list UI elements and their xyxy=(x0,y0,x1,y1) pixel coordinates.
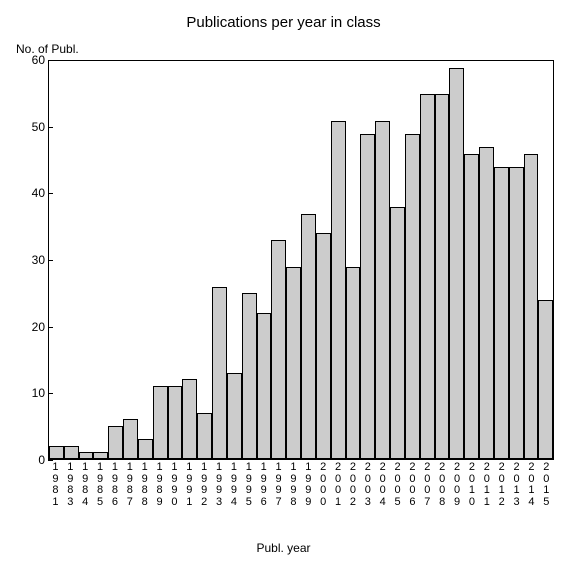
bar xyxy=(79,452,94,459)
y-tick-label: 30 xyxy=(21,253,45,267)
bar xyxy=(227,373,242,459)
bar xyxy=(271,240,286,459)
x-tick-label: 1991 xyxy=(182,462,197,508)
bar xyxy=(316,233,331,459)
bar xyxy=(108,426,123,459)
bar xyxy=(494,167,509,459)
bar xyxy=(435,94,450,459)
x-tick-label: 1993 xyxy=(212,462,227,508)
x-tick-label: 2001 xyxy=(331,462,346,508)
x-tick-label: 2004 xyxy=(375,462,390,508)
chart-container: Publications per year in class No. of Pu… xyxy=(0,0,567,567)
bar xyxy=(331,121,346,459)
x-tick-label: 1999 xyxy=(301,462,316,508)
x-tick-label: 1987 xyxy=(122,462,137,508)
x-tick-label: 2010 xyxy=(465,462,480,508)
y-tick-label: 10 xyxy=(21,386,45,400)
bar xyxy=(390,207,405,459)
x-tick-label: 2003 xyxy=(360,462,375,508)
x-tick-label: 1985 xyxy=(93,462,108,508)
x-tick-label: 1992 xyxy=(197,462,212,508)
x-tick-label: 1998 xyxy=(286,462,301,508)
x-tick-label: 1989 xyxy=(152,462,167,508)
x-tick-label: 1988 xyxy=(137,462,152,508)
y-tick-label: 40 xyxy=(21,186,45,200)
bar xyxy=(286,267,301,459)
bar xyxy=(64,446,79,459)
x-tick-label: 1990 xyxy=(167,462,182,508)
bar xyxy=(360,134,375,459)
bars-group xyxy=(49,61,553,459)
bar xyxy=(257,313,272,459)
x-tick-label: 2002 xyxy=(346,462,361,508)
bar xyxy=(301,214,316,459)
x-tick-label: 1996 xyxy=(256,462,271,508)
bar xyxy=(449,68,464,459)
x-axis-label: Publ. year xyxy=(0,541,567,555)
bar xyxy=(375,121,390,459)
x-tick-label: 1994 xyxy=(227,462,242,508)
y-tick-label: 0 xyxy=(21,453,45,467)
x-tick-label: 2009 xyxy=(450,462,465,508)
bar xyxy=(479,147,494,459)
bar xyxy=(509,167,524,459)
x-tick-label: 2011 xyxy=(479,462,494,508)
bar xyxy=(168,386,183,459)
bar xyxy=(197,413,212,459)
x-tick-label: 2005 xyxy=(390,462,405,508)
bar xyxy=(464,154,479,459)
x-tick-label: 2015 xyxy=(539,462,554,508)
bar xyxy=(49,446,64,459)
x-tick-label: 1986 xyxy=(108,462,123,508)
bar xyxy=(538,300,553,459)
bar xyxy=(524,154,539,459)
bar xyxy=(242,293,257,459)
x-tick-label: 2014 xyxy=(524,462,539,508)
bar xyxy=(346,267,361,459)
x-tick-label: 1981 xyxy=(48,462,63,508)
x-tick-label: 2013 xyxy=(509,462,524,508)
bar xyxy=(405,134,420,459)
y-tick-label: 50 xyxy=(21,120,45,134)
x-tick-layer: 1981198319841985198619871988198919901991… xyxy=(48,462,554,508)
y-tick-label: 60 xyxy=(21,53,45,67)
x-tick-label: 2012 xyxy=(494,462,509,508)
bar xyxy=(93,452,108,459)
x-tick-label: 2008 xyxy=(435,462,450,508)
x-tick-label: 2007 xyxy=(420,462,435,508)
bar xyxy=(420,94,435,459)
x-tick-label: 2006 xyxy=(405,462,420,508)
chart-title: Publications per year in class xyxy=(0,14,567,31)
x-tick-label: 1984 xyxy=(78,462,93,508)
x-tick-label: 1983 xyxy=(63,462,78,508)
x-tick-label: 1997 xyxy=(271,462,286,508)
plot-area xyxy=(48,60,554,460)
bar xyxy=(182,379,197,459)
x-tick-label: 1995 xyxy=(241,462,256,508)
bar xyxy=(138,439,153,459)
bar xyxy=(123,419,138,459)
bar xyxy=(153,386,168,459)
bar xyxy=(212,287,227,459)
x-tick-label: 2000 xyxy=(316,462,331,508)
y-tick-label: 20 xyxy=(21,320,45,334)
